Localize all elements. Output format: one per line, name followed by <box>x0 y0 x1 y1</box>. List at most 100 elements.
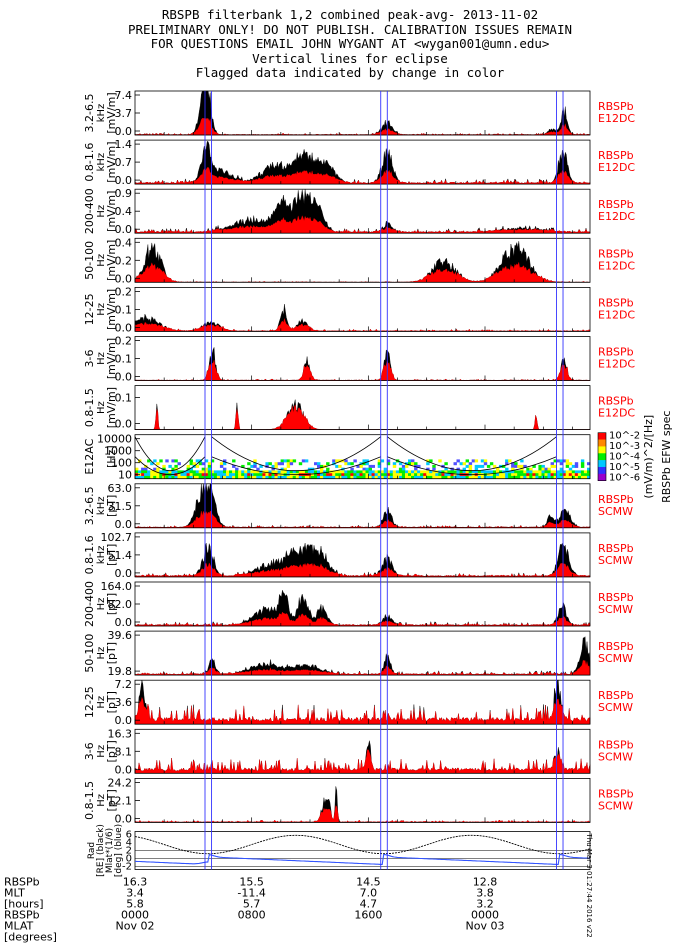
spectrogram-cell <box>508 459 512 463</box>
spectrogram-cell <box>156 467 160 471</box>
spectrogram-cell <box>280 462 284 466</box>
spectrogram-cell <box>223 470 227 474</box>
spectrogram-cell <box>344 473 348 477</box>
spectrogram-cell <box>153 470 157 474</box>
spectrogram-cell <box>471 459 476 463</box>
series-flagged <box>134 749 591 774</box>
spectrogram-cell <box>520 473 524 477</box>
spectrogram-cell <box>408 475 412 479</box>
spectrogram-cell <box>174 464 178 468</box>
y-axis-unit: kHz <box>96 497 107 516</box>
y-axis-band: 12-25 <box>83 686 96 718</box>
spectrogram-cell <box>514 473 518 477</box>
radius-line <box>134 834 591 855</box>
spectrogram-cell <box>547 470 551 474</box>
panel-source-label: RBSPb <box>598 247 634 260</box>
y-tick-label: 82.0 <box>108 598 133 611</box>
spectrogram-cell <box>401 473 406 477</box>
spectrogram-cell <box>414 475 418 479</box>
panel-source-label: RBSPb <box>598 296 634 309</box>
spectrogram-cell <box>168 475 172 479</box>
spectrogram-cell <box>320 467 324 471</box>
spectrogram-cell <box>338 475 342 479</box>
spectrogram-cell <box>529 475 533 479</box>
spectrogram-cell <box>201 467 206 471</box>
spectrogram-cell <box>380 470 385 474</box>
spectrogram-cell <box>174 467 178 471</box>
y-axis-units: [pT] <box>105 544 118 566</box>
spectrogram-cell <box>483 475 488 479</box>
orbit-y-label-line: [deg] (blue) <box>114 824 124 877</box>
spectrogram-cell <box>268 470 272 474</box>
spectrogram-cell <box>553 470 557 474</box>
spectrogram-cell <box>562 470 567 474</box>
spectrogram-cell <box>526 473 530 477</box>
x-axis-value: 0800 <box>238 909 266 922</box>
spectrogram-cell <box>453 462 457 466</box>
series-flagged <box>134 318 591 332</box>
fce-line <box>211 456 381 476</box>
y-tick-label: 0.0 <box>115 518 133 531</box>
spectrogram-cell <box>544 473 548 477</box>
timestamp: Thu Mar 3 01:27:44 2016 v22 <box>585 833 593 938</box>
spectrogram-cell <box>529 470 533 474</box>
spectrogram-cell <box>496 475 500 479</box>
spectrogram-cell <box>292 459 297 463</box>
spectrogram-cell <box>532 473 536 477</box>
spectrogram-cell <box>571 470 576 474</box>
spectrogram-cell <box>235 475 239 479</box>
spectrogram-cell <box>471 470 476 474</box>
spectrogram-cell <box>477 470 482 474</box>
spectrogram-cell <box>587 473 591 477</box>
spectrogram-cell <box>286 470 291 474</box>
colorbar-title-text: RBSPb EFW spec <box>660 411 673 503</box>
spectrogram-cell <box>423 475 427 479</box>
y-tick-label: 0.1 <box>115 303 133 316</box>
mlat-line <box>134 853 590 865</box>
spectrogram-cell <box>159 473 163 477</box>
spectrogram-cell <box>450 473 454 477</box>
y-axis-label: 200-400 Hz[mV/m] <box>83 188 118 234</box>
spectrogram-cell <box>456 475 460 479</box>
y-tick-label: 51.4 <box>108 549 133 562</box>
spectrogram-cell <box>517 470 521 474</box>
spectrogram-cell <box>492 464 497 468</box>
spectrogram-cell <box>520 475 524 479</box>
spectrogram-cell <box>183 470 187 474</box>
spectrogram-cell <box>232 475 236 479</box>
y-axis-label: 3-6 Hz[mV/m] <box>83 338 118 379</box>
spectrogram-cell <box>377 475 382 479</box>
spectrogram-cell <box>483 473 488 477</box>
panel-source-label: SCMW <box>598 701 633 714</box>
y-axis-unit: Hz <box>96 745 107 758</box>
spectrogram-cell <box>441 473 445 477</box>
y-tick-label: 0.0 <box>115 223 133 236</box>
spectrogram-cell <box>310 473 315 477</box>
panel-frame <box>134 188 591 234</box>
spectrogram-cell <box>468 464 473 468</box>
y-axis-band: 50-100 <box>83 241 96 280</box>
spectrogram-cell <box>468 475 473 479</box>
spectrogram-cell <box>153 459 157 463</box>
spectrogram-cell <box>574 475 579 479</box>
spectrogram-cell <box>298 470 303 474</box>
panel-source-label: RBSPb <box>598 198 634 211</box>
spectrogram-cell <box>207 473 212 477</box>
spectrogram-cell <box>344 462 348 466</box>
spectrogram-cell <box>392 475 397 479</box>
spectrogram-cell <box>256 467 260 471</box>
panel-source-label: E12DC <box>598 358 635 371</box>
spectrogram-cell <box>414 473 418 477</box>
spectrogram-cell <box>377 470 382 474</box>
x-axis-value: Nov 03 <box>466 920 505 933</box>
spectrogram-cell <box>474 475 479 479</box>
spectrogram-cell <box>229 470 233 474</box>
spectrogram-cell <box>195 473 200 477</box>
spectrogram-cell <box>323 473 327 477</box>
spectrogram-cell <box>371 464 375 468</box>
spectrogram-cell <box>444 475 448 479</box>
